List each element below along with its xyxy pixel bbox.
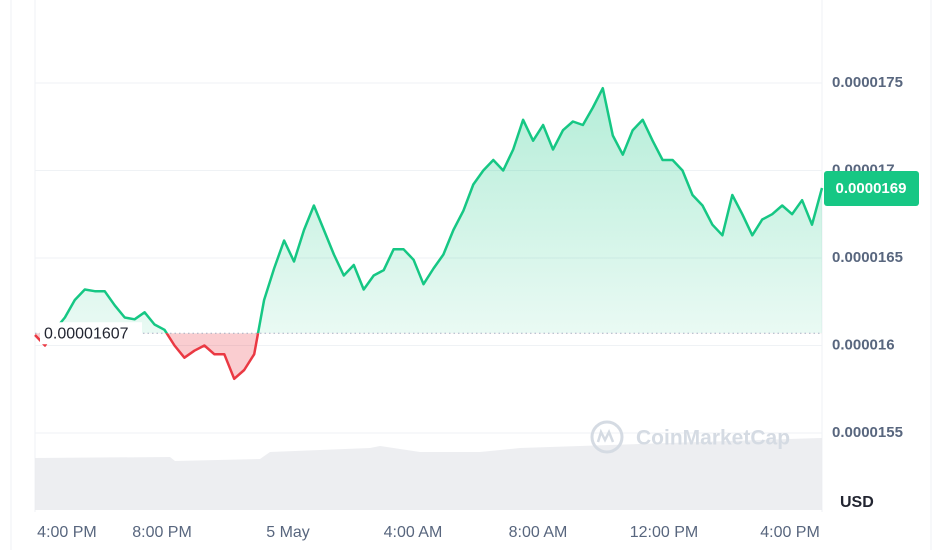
x-tick-label: 4:00 AM (384, 524, 443, 541)
x-tick-label: 8:00 AM (509, 524, 568, 541)
x-tick-label: 4:00 PM (37, 524, 97, 541)
x-tick-label: 4:00 PM (760, 524, 820, 541)
current-price-label: 0.0000169 (836, 180, 907, 197)
x-tick-label: 5 May (266, 524, 310, 541)
x-tick-label: 8:00 PM (132, 524, 192, 541)
area-below (35, 333, 822, 379)
watermark: CoinMarketCap (590, 420, 790, 454)
x-tick-label: 12:00 PM (630, 524, 698, 541)
y-tick-label: 0.0000155 (832, 424, 903, 441)
y-tick-label: 0.0000175 (832, 74, 903, 91)
y-tick-label: 0.000016 (832, 336, 895, 353)
watermark-logo (590, 420, 624, 454)
watermark-logo (596, 428, 615, 443)
baseline-label: 0.00001607 (44, 325, 129, 342)
current-price-box (824, 171, 919, 206)
y-tick-label: 0.0000165 (832, 249, 903, 266)
baseline-label-bg (40, 322, 142, 345)
volume-area (35, 438, 822, 510)
watermark-text: CoinMarketCap (636, 427, 790, 450)
price-line (51, 86, 824, 334)
currency-label: USD (840, 494, 874, 511)
